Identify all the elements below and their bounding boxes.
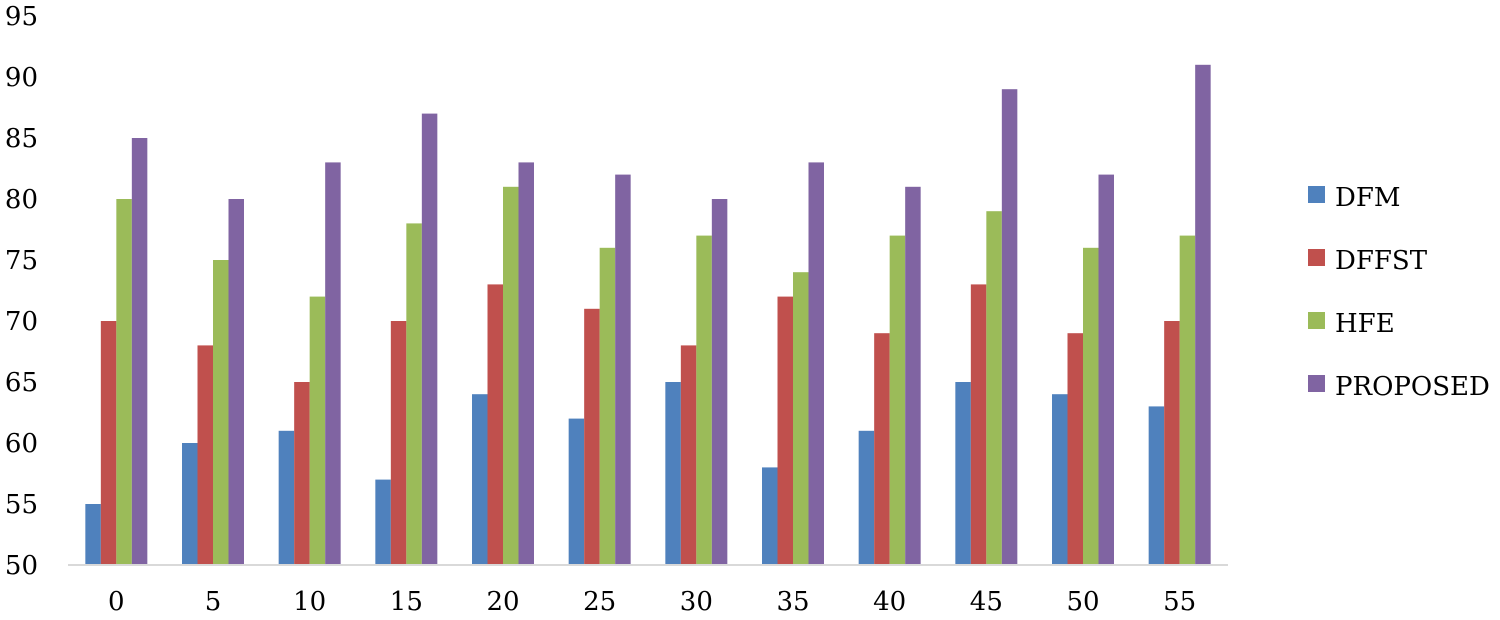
y-tick-label: 80 bbox=[5, 185, 38, 215]
y-tick-label: 65 bbox=[5, 368, 38, 398]
bar-proposed-20 bbox=[518, 162, 534, 565]
bar-hfe-10 bbox=[309, 296, 326, 565]
x-axis-tick-labels: 0 5 10 15 20 25 30 35 40 45 50 55 bbox=[108, 587, 1196, 617]
bar-dffst-30 bbox=[680, 345, 697, 565]
bar-proposed-40 bbox=[905, 186, 921, 566]
legend-label-dffst: DFFST bbox=[1335, 246, 1428, 276]
y-axis-tick-labels: 50 55 60 65 70 75 80 85 90 95 bbox=[5, 2, 38, 581]
legend-label-proposed: PROPOSED bbox=[1335, 372, 1490, 402]
bar-proposed-45 bbox=[1001, 89, 1018, 565]
bar-hfe-55 bbox=[1179, 235, 1196, 565]
bar-dfm-10 bbox=[278, 430, 295, 565]
bar-dffst-15 bbox=[390, 321, 407, 565]
bar-dfm-0 bbox=[85, 504, 101, 565]
legend-swatch-proposed bbox=[1308, 375, 1325, 392]
y-tick-label: 50 bbox=[5, 551, 38, 581]
x-tick-label: 25 bbox=[583, 587, 616, 617]
x-tick-label: 10 bbox=[293, 587, 326, 617]
x-tick-label: 20 bbox=[486, 587, 519, 617]
bar-hfe-30 bbox=[696, 235, 712, 565]
bar-proposed-15 bbox=[421, 113, 438, 565]
x-tick-label: 55 bbox=[1163, 587, 1196, 617]
legend-swatch-dfm bbox=[1308, 186, 1325, 203]
x-tick-label: 35 bbox=[776, 587, 809, 617]
bar-hfe-40 bbox=[889, 235, 906, 565]
bar-hfe-20 bbox=[503, 186, 519, 566]
bar-dfm-20 bbox=[472, 394, 488, 565]
y-tick-label: 85 bbox=[5, 124, 38, 154]
bar-dffst-5 bbox=[197, 345, 213, 565]
bar-proposed-0 bbox=[131, 138, 148, 565]
bars bbox=[85, 64, 1211, 566]
bar-proposed-35 bbox=[808, 162, 824, 565]
x-tick-label: 50 bbox=[1066, 587, 1099, 617]
x-tick-label: 15 bbox=[390, 587, 423, 617]
y-tick-label: 90 bbox=[5, 63, 38, 93]
bar-hfe-50 bbox=[1083, 247, 1099, 566]
x-tick-label: 40 bbox=[873, 587, 906, 617]
legend-label-hfe: HFE bbox=[1335, 309, 1395, 339]
bar-dfm-35 bbox=[762, 467, 778, 565]
bar-dfm-15 bbox=[375, 479, 391, 565]
y-tick-label: 60 bbox=[5, 429, 38, 459]
x-tick-label: 5 bbox=[205, 587, 222, 617]
bar-dfm-50 bbox=[1052, 394, 1068, 565]
x-tick-label: 30 bbox=[680, 587, 713, 617]
y-tick-label: 55 bbox=[5, 490, 38, 520]
bar-dffst-0 bbox=[100, 321, 117, 565]
legend-swatch-hfe bbox=[1308, 312, 1325, 329]
legend-swatch-dffst bbox=[1308, 249, 1325, 266]
bar-proposed-50 bbox=[1098, 174, 1114, 565]
bar-proposed-25 bbox=[615, 174, 631, 565]
bar-dffst-40 bbox=[874, 333, 890, 565]
y-tick-label: 70 bbox=[5, 307, 38, 337]
bar-hfe-25 bbox=[599, 247, 616, 566]
bar-proposed-30 bbox=[711, 199, 728, 565]
y-tick-label: 75 bbox=[5, 246, 38, 276]
bar-dffst-45 bbox=[970, 284, 987, 565]
bar-hfe-5 bbox=[213, 260, 229, 565]
bar-dfm-25 bbox=[568, 418, 585, 565]
bar-hfe-0 bbox=[116, 199, 132, 565]
bar-hfe-15 bbox=[406, 223, 422, 565]
bar-dffst-55 bbox=[1164, 321, 1180, 565]
bar-hfe-45 bbox=[986, 211, 1002, 565]
x-tick-label: 45 bbox=[970, 587, 1003, 617]
bar-proposed-5 bbox=[228, 199, 244, 565]
bar-dfm-5 bbox=[182, 443, 198, 565]
bar-dffst-35 bbox=[777, 296, 793, 565]
y-tick-label: 95 bbox=[5, 2, 38, 32]
bar-dfm-45 bbox=[955, 382, 971, 565]
bar-hfe-35 bbox=[793, 272, 809, 565]
bar-proposed-10 bbox=[325, 162, 341, 565]
bar-dffst-10 bbox=[294, 382, 310, 565]
legend-label-dfm: DFM bbox=[1335, 183, 1401, 213]
bar-proposed-55 bbox=[1195, 64, 1211, 566]
bar-dffst-25 bbox=[584, 308, 600, 565]
bar-dfm-55 bbox=[1148, 406, 1165, 565]
bar-dffst-50 bbox=[1067, 333, 1083, 565]
bar-dfm-30 bbox=[665, 382, 681, 565]
x-tick-label: 0 bbox=[108, 587, 125, 617]
legend: DFM DFFST HFE PROPOSED bbox=[1308, 183, 1490, 402]
bar-dfm-40 bbox=[858, 430, 875, 565]
bar-dffst-20 bbox=[487, 284, 503, 565]
